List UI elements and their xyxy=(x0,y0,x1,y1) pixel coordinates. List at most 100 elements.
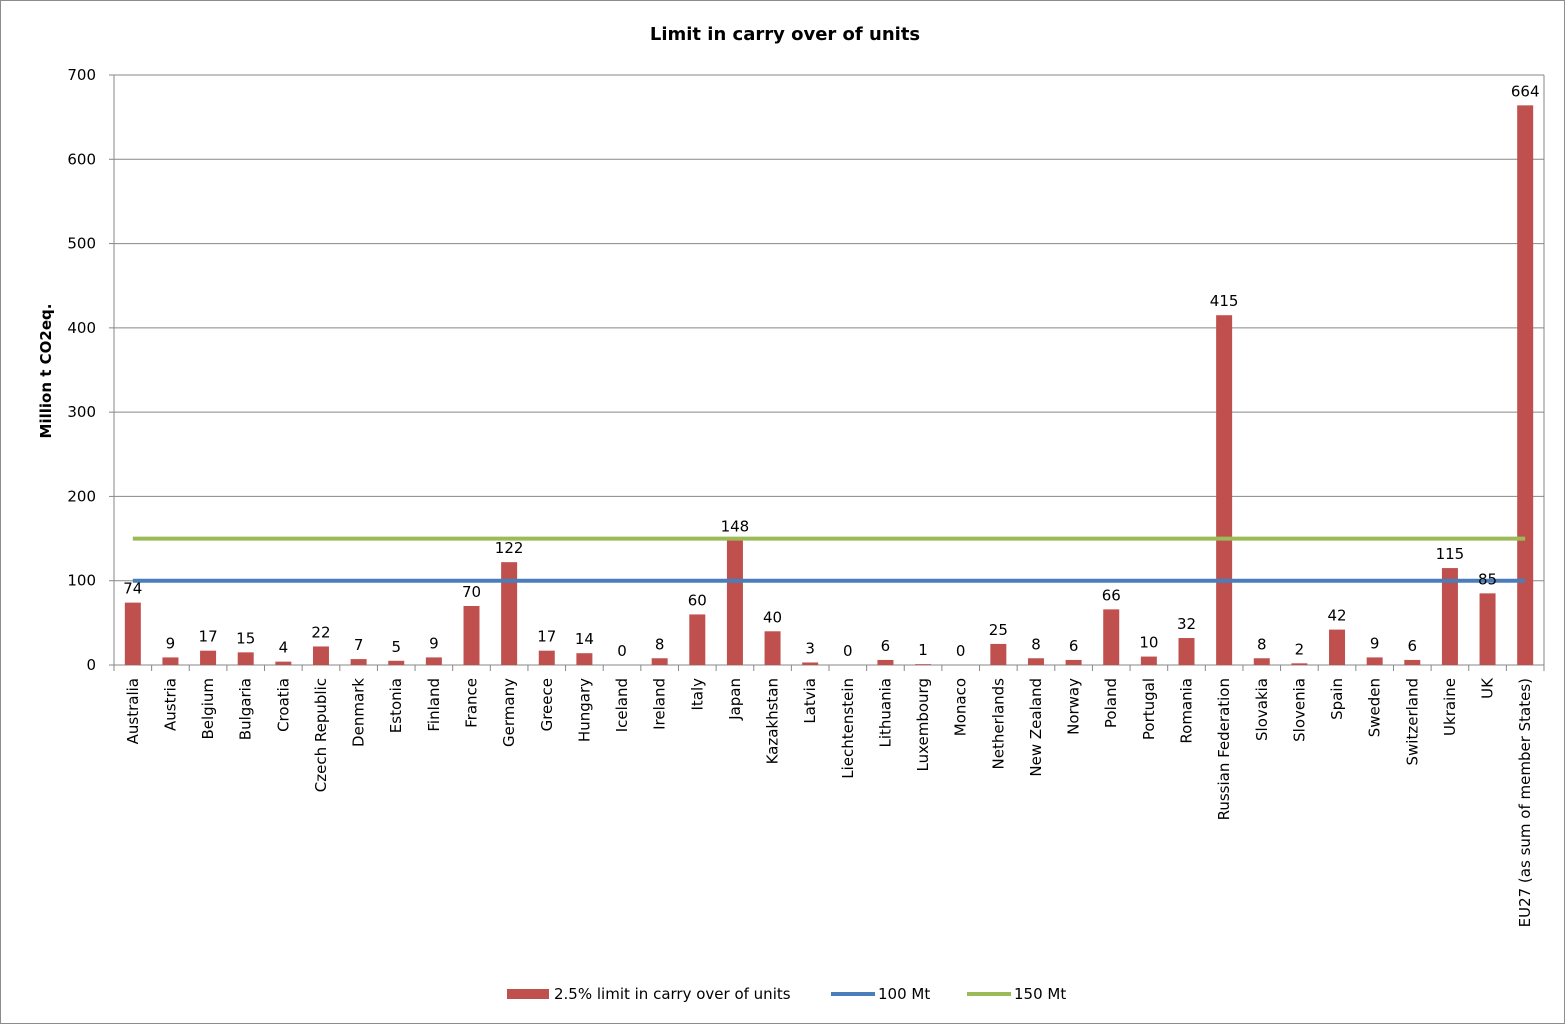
x-tick-label: Iceland xyxy=(613,678,631,732)
bar xyxy=(425,657,442,665)
x-tick-label: Monaco xyxy=(952,678,970,736)
legend: 2.5% limit in carry over of units 100 Mt 1… xyxy=(507,985,1066,1003)
y-tick-label: 300 xyxy=(67,403,96,421)
bar xyxy=(1103,609,1120,665)
x-tick-label: Finland xyxy=(425,678,443,732)
bar xyxy=(1027,658,1044,665)
data-label: 6 xyxy=(1408,637,1418,655)
y-tick-label: 400 xyxy=(67,319,96,337)
y-tick-label: 600 xyxy=(67,150,96,168)
x-tick-label: Australia xyxy=(124,678,142,744)
bar xyxy=(1065,659,1082,665)
x-tick-label: Slovakia xyxy=(1253,678,1271,741)
x-tick-label: Slovenia xyxy=(1290,678,1308,742)
data-label: 32 xyxy=(1177,615,1196,633)
x-tick-label: Kazakhstan xyxy=(764,678,782,764)
data-label: 148 xyxy=(721,517,750,535)
bar xyxy=(501,562,518,665)
data-label: 8 xyxy=(655,635,665,653)
data-label: 2 xyxy=(1295,640,1305,658)
x-tick-label: France xyxy=(463,678,481,728)
x-tick-label: Latvia xyxy=(801,678,819,724)
bar xyxy=(275,661,292,665)
y-tick-label: 0 xyxy=(86,656,96,674)
data-label: 415 xyxy=(1210,292,1239,310)
bar xyxy=(350,659,367,665)
data-label: 9 xyxy=(166,634,176,652)
data-label: 122 xyxy=(495,539,524,557)
x-tick-label: Denmark xyxy=(350,678,368,747)
data-label: 6 xyxy=(881,637,891,655)
data-label: 9 xyxy=(429,634,439,652)
bar xyxy=(1517,105,1534,666)
x-tick-label: Romania xyxy=(1178,678,1196,744)
bar xyxy=(689,614,706,665)
bar xyxy=(538,650,555,665)
data-label: 7 xyxy=(354,636,364,654)
x-tick-label: Croatia xyxy=(274,678,292,732)
legend-label: 2.5% limit in carry over of units xyxy=(554,985,791,1003)
data-label: 70 xyxy=(462,583,481,601)
x-tick-label: Russian Federation xyxy=(1215,678,1233,820)
x-tick-label: Lithuania xyxy=(876,678,894,747)
data-label: 664 xyxy=(1511,82,1540,100)
bar xyxy=(990,643,1007,665)
data-label: 25 xyxy=(989,621,1008,639)
y-axis-label: Million t CO2eq. xyxy=(37,304,55,439)
bar xyxy=(915,664,932,665)
x-tick-label: Switzerland xyxy=(1403,678,1421,766)
x-tick-label: Greece xyxy=(538,678,556,731)
data-label: 8 xyxy=(1257,635,1267,653)
x-tick-label: Italy xyxy=(688,678,706,711)
x-tick-label: Ireland xyxy=(651,678,669,730)
x-tick-label: Germany xyxy=(500,678,518,747)
data-label: 66 xyxy=(1102,586,1121,604)
x-tick-label: Luxembourg xyxy=(914,678,932,772)
data-label: 42 xyxy=(1327,607,1346,625)
x-tick-label: EU27 (as sum of member States) xyxy=(1516,678,1534,927)
x-tick-label: UK xyxy=(1479,677,1497,699)
x-tick-label: Bulgaria xyxy=(237,678,255,740)
x-tick-label: Hungary xyxy=(575,678,593,742)
data-label: 17 xyxy=(537,628,556,646)
bar xyxy=(1216,315,1233,665)
x-tick-label: Austria xyxy=(161,678,179,731)
data-label: 115 xyxy=(1436,545,1465,563)
bar xyxy=(1253,658,1270,665)
data-label: 85 xyxy=(1478,570,1497,588)
bar xyxy=(764,631,781,665)
x-tick-label: New Zealand xyxy=(1027,678,1045,777)
bar xyxy=(162,657,179,665)
data-label: 0 xyxy=(843,642,853,660)
bar xyxy=(651,658,668,665)
legend-swatch xyxy=(507,989,549,999)
bar-series xyxy=(124,105,1534,666)
bar xyxy=(1140,656,1157,665)
bar xyxy=(237,652,254,665)
x-tick-label: Norway xyxy=(1065,678,1083,735)
x-tick-label: Estonia xyxy=(387,678,405,733)
bar xyxy=(463,606,480,665)
bar xyxy=(1479,593,1496,665)
data-label: 5 xyxy=(391,638,401,656)
x-tick-label: Liechtenstein xyxy=(839,678,857,779)
bar xyxy=(576,653,593,665)
x-tick-label: Portugal xyxy=(1140,678,1158,740)
data-label: 8 xyxy=(1031,635,1041,653)
bar xyxy=(312,646,329,665)
x-tick-label: Belgium xyxy=(199,678,217,740)
bar xyxy=(1404,659,1421,665)
x-tick-label: Japan xyxy=(726,678,744,721)
y-tick-label: 700 xyxy=(67,66,96,84)
x-tick-label: Czech Republic xyxy=(312,678,330,792)
data-label: 40 xyxy=(763,608,782,626)
data-label: 3 xyxy=(805,639,815,657)
bar xyxy=(1178,638,1195,665)
bar xyxy=(1366,657,1383,665)
data-label: 1 xyxy=(918,641,928,659)
chart-title: Limit in carry over of units xyxy=(650,24,920,45)
bar xyxy=(877,659,894,665)
